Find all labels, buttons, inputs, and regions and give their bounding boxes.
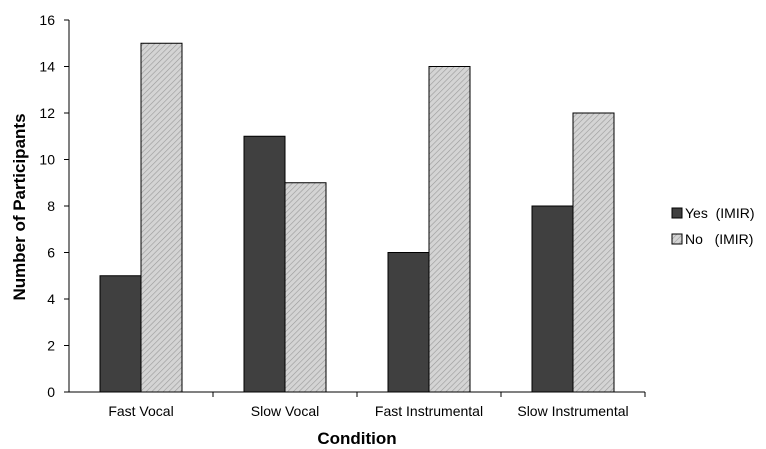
bar-yes — [387, 252, 430, 393]
x-tick-label: Slow Vocal — [251, 403, 319, 419]
bar-no — [284, 182, 327, 393]
axes: 0 2 4 6 8 10 12 14 16 Fast Vocal Slow Vocal Fast In… — [39, 12, 646, 419]
y-tick-label: 10 — [39, 152, 55, 168]
bar-no — [140, 42, 183, 393]
plot-area — [99, 42, 615, 393]
bar-yes — [531, 205, 574, 393]
bar-no — [428, 66, 471, 393]
bar-no — [572, 112, 615, 393]
y-tick-label: 4 — [47, 291, 55, 307]
x-tick-label: Fast Vocal — [108, 403, 173, 419]
y-tick-label: 16 — [39, 12, 55, 28]
y-tick-label: 12 — [39, 105, 55, 121]
x-tick-label: Fast Instrumental — [375, 403, 483, 419]
y-tick-label: 8 — [47, 198, 55, 214]
legend-label: Yes (IMIR) — [685, 205, 755, 221]
y-tick-label: 0 — [47, 384, 55, 400]
y-tick-label: 6 — [47, 245, 55, 261]
legend-label: No (IMIR) — [685, 231, 753, 247]
legend-swatch — [671, 233, 683, 245]
y-tick-label: 14 — [39, 59, 55, 75]
x-axis-title: Condition — [317, 429, 396, 448]
bar-yes — [99, 275, 142, 393]
bar-yes — [243, 135, 286, 393]
legend: Yes (IMIR) No (IMIR) — [671, 205, 755, 247]
x-tick-label: Slow Instrumental — [517, 403, 628, 419]
y-tick-label: 2 — [47, 338, 55, 354]
legend-swatch — [671, 207, 683, 219]
y-axis-title: Number of Participants — [10, 113, 29, 300]
